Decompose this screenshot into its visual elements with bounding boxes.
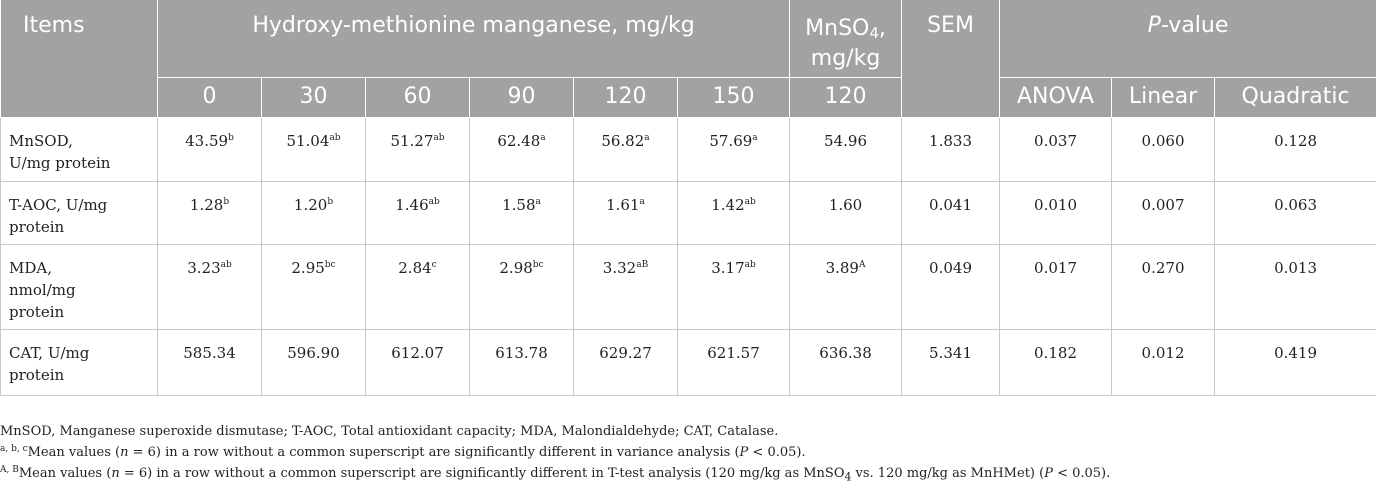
table-cell: 1.61a [573, 180, 678, 245]
linear-cell: 0.012 [1111, 328, 1216, 396]
table-cell: 1.60 [789, 180, 903, 245]
table-row: MnSOD, U/mg protein 43.59b 51.04ab 51.27a… [0, 116, 1376, 182]
header-dose: 0 [157, 77, 262, 118]
quadratic-cell: 0.063 [1214, 180, 1376, 245]
quadratic-cell: 0.419 [1214, 328, 1376, 396]
sem-cell: 1.833 [901, 116, 1001, 182]
header-hmm-group: Hydroxy-methionine manganese, mg/kg [156, 0, 791, 78]
table-cell: 3.32aB [573, 243, 678, 330]
table-cell: 51.27ab [365, 116, 470, 182]
table-cell: 3.23ab [157, 243, 262, 330]
linear-cell: 0.270 [1111, 243, 1216, 330]
table-cell: 1.28b [157, 180, 262, 245]
table-cell: 1.58a [469, 180, 574, 245]
table-cell: 43.59b [157, 116, 262, 182]
quadratic-cell: 0.013 [1214, 243, 1376, 330]
linear-cell: 0.007 [1111, 180, 1216, 245]
table-footnotes: MnSOD, Manganese superoxide dismutase; T… [0, 421, 1376, 488]
table-row: MDA, nmol/mg protein 3.23ab 2.95bc 2.84c 2… [0, 243, 1376, 330]
row-label: MDA, nmol/mg protein [0, 243, 158, 330]
header-dose: 150 [676, 77, 791, 118]
table-row: CAT, U/mg protein 585.34 596.90 612.07 61… [0, 328, 1376, 396]
table-cell: 56.82a [573, 116, 678, 182]
table-cell: 612.07 [365, 328, 470, 396]
header-test-anova: ANOVA [999, 77, 1113, 118]
header-mnso4-dose: 120 [789, 77, 903, 118]
header-test-linear: Linear [1111, 77, 1216, 118]
table-row: T-AOC, U/mg protein 1.28b 1.20b 1.46ab 1.… [0, 180, 1376, 245]
table-cell: 1.46ab [365, 180, 470, 245]
table-cell: 621.57 [676, 328, 791, 396]
table-cell: 629.27 [573, 328, 678, 396]
table-cell: 2.84c [365, 243, 470, 330]
anova-cell: 0.037 [999, 116, 1113, 182]
table-cell: 3.89A [789, 243, 903, 330]
table-cell: 2.95bc [261, 243, 366, 330]
header-dose: 90 [469, 77, 574, 118]
anova-cell: 0.182 [999, 328, 1113, 396]
header-test-quadratic: Quadratic [1214, 77, 1376, 118]
table-cell: 62.48a [469, 116, 574, 182]
table-cell: 613.78 [469, 328, 574, 396]
row-label: MnSOD, U/mg protein [0, 116, 158, 182]
row-label: T-AOC, U/mg protein [0, 180, 158, 245]
table-cell: 585.34 [157, 328, 262, 396]
table-cell: 1.20b [261, 180, 366, 245]
table-cell: 1.42ab [676, 180, 791, 245]
header-sem: SEM [901, 0, 1001, 118]
results-table: Items Hydroxy-methionine manganese, mg/k… [0, 0, 1376, 396]
header-items: Items [0, 0, 158, 118]
sem-cell: 0.049 [901, 243, 1001, 330]
table-cell: 3.17ab [676, 243, 791, 330]
header-pvalue: P-value [999, 0, 1376, 78]
header-dose: 60 [365, 77, 470, 118]
sem-cell: 0.041 [901, 180, 1001, 245]
anova-cell: 0.017 [999, 243, 1113, 330]
footnote-variance: a, b, cMean values (n = 6) in a row with… [0, 444, 806, 461]
table-cell: 51.04ab [261, 116, 366, 182]
anova-cell: 0.010 [999, 180, 1113, 245]
footnote-ttest: A, BMean values (n = 6) in a row without… [0, 465, 1111, 484]
quadratic-cell: 0.128 [1214, 116, 1376, 182]
table-cell: 596.90 [261, 328, 366, 396]
table-cell: 57.69a [676, 116, 791, 182]
table-cell: 54.96 [789, 116, 903, 182]
sem-cell: 5.341 [901, 328, 1001, 396]
row-label: CAT, U/mg protein [0, 328, 158, 396]
header-dose: 120 [573, 77, 678, 118]
table-cell: 636.38 [789, 328, 903, 396]
header-mnso4: MnSO4, mg/kg [789, 0, 903, 78]
linear-cell: 0.060 [1111, 116, 1216, 182]
footnote-abbreviations: MnSOD, Manganese superoxide dismutase; T… [0, 424, 779, 439]
table-cell: 2.98bc [469, 243, 574, 330]
header-dose: 30 [261, 77, 366, 118]
